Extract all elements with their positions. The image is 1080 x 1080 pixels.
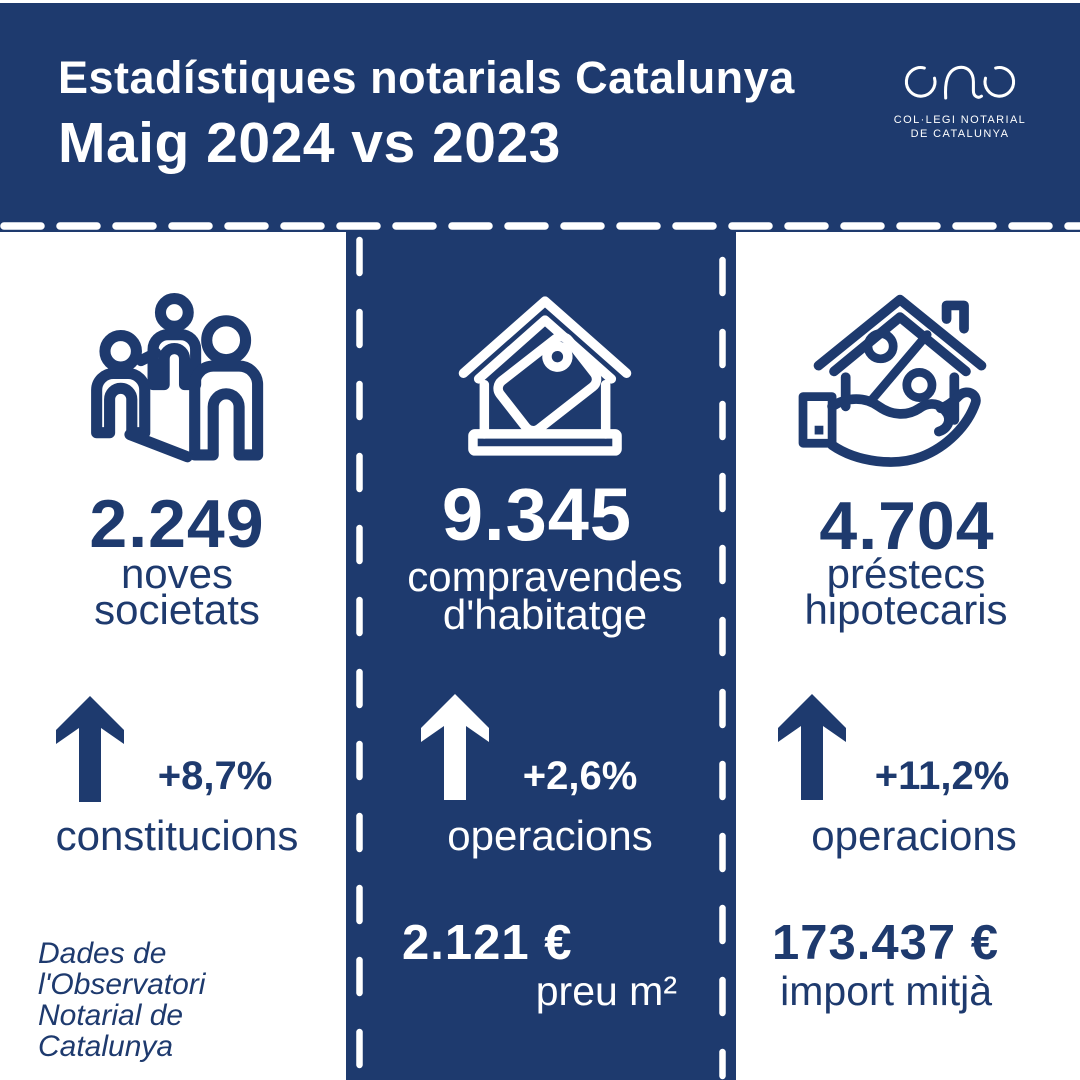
data-source-note-line4: Catalunya	[38, 1030, 174, 1063]
cnc-monogram-icon	[904, 65, 1016, 100]
data-source-note-line3: Notarial de	[38, 999, 184, 1032]
stitch-line-vertical-left	[356, 236, 363, 1080]
stat-value-prestecs: 4.704	[819, 488, 995, 564]
stat-change-label-prestecs: operacions	[811, 812, 1017, 859]
stat-label-societats-line1: noves	[120, 550, 234, 597]
stat-change-compravendes: +2,6%	[522, 754, 638, 798]
stat-value-compravendes: 9.345	[441, 473, 633, 556]
stitch-line-vertical-right	[719, 256, 726, 1080]
organization-name-line1: COL·LEGI NOTARIAL	[893, 114, 1027, 126]
page-title-line1: Estadístiques notarials Catalunya	[58, 52, 795, 103]
stat-change-prestecs: +11,2%	[874, 754, 1010, 798]
secondary-label-preu: preu m²	[535, 968, 677, 1014]
people-network-icon	[91, 293, 264, 463]
stitch-line-horizontal	[0, 222, 1080, 230]
cuff-button-dot	[814, 425, 824, 435]
organization-name: COL·LEGI NOTARIAL DE CATALUNYA	[893, 113, 1027, 141]
secondary-value-preu: 2.121 €	[402, 916, 573, 970]
stat-label-prestecs-line1: préstecs	[826, 550, 986, 597]
header-band	[0, 3, 1080, 232]
stat-label-compravendes-line1: compravendes	[407, 553, 683, 600]
house-percent-hand-icon	[798, 294, 987, 467]
secondary-value-import: 173.437 €	[772, 916, 999, 970]
stat-value-societats: 2.249	[89, 486, 265, 562]
stat-change-label-compravendes: operacions	[447, 812, 653, 859]
house-price-tag-icon	[458, 296, 632, 456]
arrow-up-icon	[56, 696, 124, 802]
stat-change-societats: +8,7%	[157, 754, 273, 798]
stat-label-compravendes-line2: d'habitatge	[442, 591, 648, 638]
organization-logo: COL·LEGI NOTARIAL DE CATALUNYA	[893, 58, 1027, 141]
arrow-up-icon	[421, 694, 489, 800]
arrow-up-icon	[778, 694, 846, 800]
middle-column-panel	[346, 232, 736, 1080]
stat-label-prestecs: préstecs hipotecaris	[746, 550, 1066, 633]
secondary-label-import: import mitjà	[780, 968, 992, 1014]
data-source-note-line2: l'Observatori	[38, 968, 206, 1001]
stat-label-prestecs-line2: hipotecaris	[804, 586, 1008, 633]
stat-label-compravendes: compravendes d'habitatge	[385, 553, 705, 638]
page-title-line2: Maig 2024 vs 2023	[58, 111, 561, 175]
data-source-note: Dades de l'Observatori Notarial de Catal…	[38, 938, 205, 1062]
organization-name-line2: DE CATALUNYA	[910, 128, 1010, 140]
stat-change-label-societats: constitucions	[55, 812, 299, 859]
stat-label-societats: noves societats	[17, 550, 337, 633]
data-source-note-line1: Dades de	[38, 937, 167, 970]
stat-label-societats-line2: societats	[94, 586, 260, 633]
